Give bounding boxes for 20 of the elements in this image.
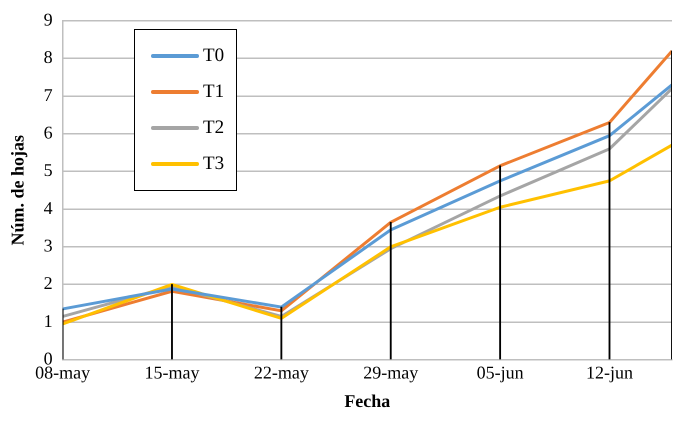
y-tick-label: 2 xyxy=(44,273,53,294)
x-tick-label: 29-may xyxy=(363,362,418,382)
y-axis-title: Núm. de hojas xyxy=(7,135,28,246)
legend-label: T3 xyxy=(203,153,224,175)
y-tick-label: 6 xyxy=(44,122,53,143)
y-tick-label: 1 xyxy=(44,310,53,331)
y-tick-label: 5 xyxy=(44,160,53,180)
x-tick-label: 15-may xyxy=(144,362,200,382)
y-tick-label: 3 xyxy=(44,236,53,256)
legend-label: T0 xyxy=(203,45,224,67)
y-tick-label: 4 xyxy=(44,198,53,218)
x-tick-label: 22-may xyxy=(254,362,309,382)
x-axis-title: Fecha xyxy=(344,390,390,411)
y-tick-label: 8 xyxy=(44,47,53,68)
x-tick-label: 05-jun xyxy=(476,362,524,382)
legend-label: T2 xyxy=(203,117,224,139)
y-tick-label: 9 xyxy=(44,10,53,30)
x-tick-label: 12-jun xyxy=(586,362,633,382)
legend-label: T1 xyxy=(203,81,224,103)
y-tick-label: 7 xyxy=(44,84,53,105)
